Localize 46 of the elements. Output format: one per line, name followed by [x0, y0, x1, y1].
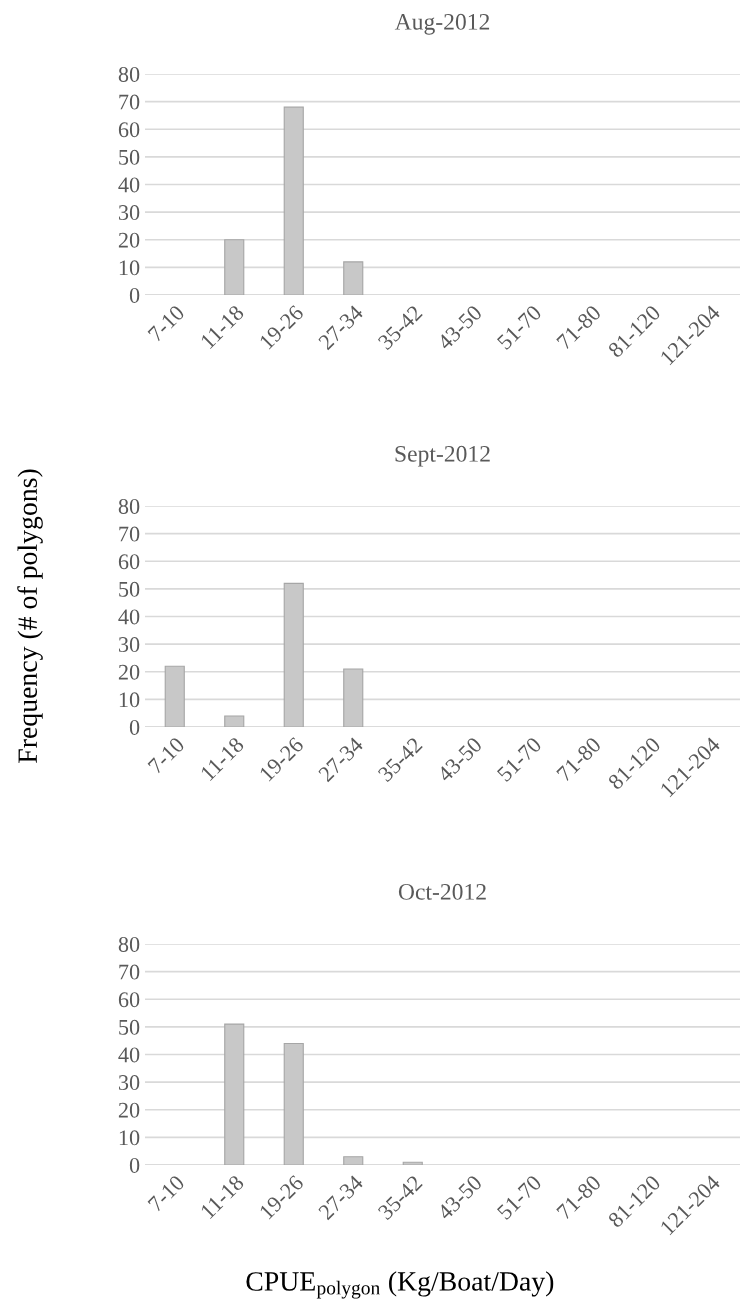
- y-tick-label: 70: [119, 94, 140, 110]
- bar: [164, 665, 185, 727]
- y-tick-label: 0: [129, 287, 140, 303]
- y-tick-label: 80: [118, 66, 140, 82]
- bar: [224, 239, 245, 295]
- y-tick-label: 70: [119, 964, 140, 980]
- y-tick-label: 10: [119, 1130, 140, 1146]
- bar: [283, 1042, 304, 1165]
- x-axis-title: CPUE$_{polygon}$ (Kg/Boat/Day): [246, 1271, 554, 1299]
- y-tick-label: 80: [118, 498, 140, 514]
- y-tick-label: 0: [129, 719, 140, 735]
- y-tick-label: 40: [118, 609, 140, 625]
- bar: [283, 582, 304, 727]
- y-tick-label: 80: [118, 936, 140, 952]
- y-tick-label: 20: [118, 232, 140, 248]
- y-tick-label: 50: [119, 149, 140, 165]
- bar: [224, 1023, 245, 1165]
- y-tick-label: 50: [119, 581, 140, 597]
- y-tick-label: 10: [119, 692, 140, 708]
- y-tick-label: 60: [118, 554, 140, 570]
- y-tick-label: 30: [118, 205, 140, 221]
- y-tick-label: 40: [118, 1047, 140, 1063]
- y-tick-label: 60: [118, 122, 140, 138]
- y-tick-label: 30: [118, 1075, 140, 1091]
- chart-title: Oct-2012: [398, 883, 486, 900]
- y-tick-label: 60: [118, 992, 140, 1008]
- y-tick-label: 20: [118, 664, 140, 680]
- y-tick-label: 0: [129, 1157, 140, 1173]
- chart-title: Sept-2012: [395, 445, 490, 467]
- y-tick-label: 30: [118, 637, 140, 653]
- bar: [224, 715, 245, 727]
- y-tick-label: 70: [119, 526, 140, 542]
- y-tick-label: 50: [119, 1019, 140, 1035]
- y-axis-title: Frequency (# of polygons): [17, 469, 43, 763]
- bar: [283, 106, 304, 295]
- bar: [402, 1161, 423, 1165]
- bar: [343, 261, 364, 295]
- y-tick-label: 10: [119, 260, 140, 276]
- bar: [343, 668, 364, 727]
- x-tick-label: 7-10: [147, 736, 186, 775]
- x-tick-label: 7-10: [147, 304, 186, 343]
- y-tick-label: 40: [118, 177, 140, 193]
- y-tick-label: 20: [118, 1102, 140, 1118]
- bar: [343, 1156, 364, 1165]
- x-tick-label: 7-10: [147, 1174, 186, 1213]
- chart-title: Aug-2012: [394, 13, 490, 35]
